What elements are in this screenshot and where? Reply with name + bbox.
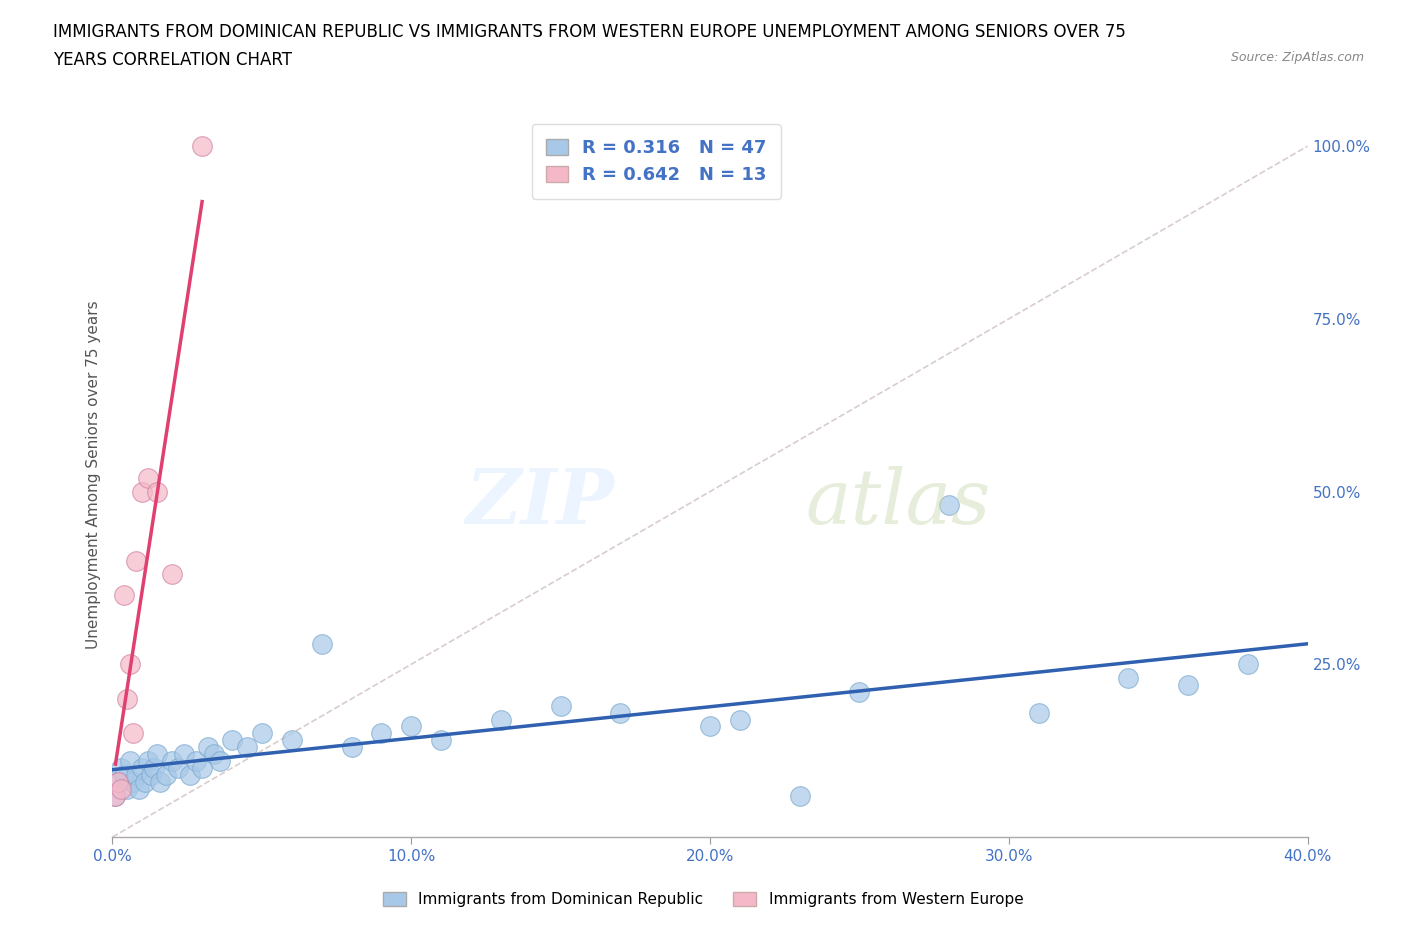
- Point: [120, 657, 142, 671]
- Point: [179, 767, 201, 782]
- Point: [114, 588, 135, 603]
- Point: [197, 739, 219, 754]
- Text: IMMIGRANTS FROM DOMINICAN REPUBLIC VS IMMIGRANTS FROM WESTERN EUROPE UNEMPLOYMEN: IMMIGRANTS FROM DOMINICAN REPUBLIC VS IM…: [53, 23, 1126, 41]
- Point: [191, 761, 214, 776]
- Point: [191, 139, 214, 153]
- Point: [162, 753, 183, 768]
- Point: [146, 485, 169, 499]
- Point: [1237, 657, 1260, 671]
- Point: [114, 767, 135, 782]
- Point: [125, 553, 148, 568]
- Point: [117, 691, 139, 706]
- Point: [107, 775, 129, 790]
- Point: [104, 788, 127, 803]
- Point: [609, 705, 631, 720]
- Point: [141, 767, 163, 782]
- Point: [122, 726, 145, 741]
- Point: [155, 767, 177, 782]
- Point: [489, 712, 512, 727]
- Point: [221, 733, 243, 748]
- Point: [848, 684, 870, 699]
- Point: [1028, 705, 1050, 720]
- Point: [401, 719, 423, 734]
- Point: [789, 788, 811, 803]
- Point: [149, 775, 172, 790]
- Point: [117, 781, 139, 796]
- Point: [370, 726, 392, 741]
- Point: [202, 747, 225, 762]
- Point: [110, 781, 132, 796]
- Point: [128, 781, 150, 796]
- Point: [699, 719, 721, 734]
- Y-axis label: Unemployment Among Seniors over 75 years: Unemployment Among Seniors over 75 years: [86, 300, 101, 648]
- Point: [143, 761, 166, 776]
- Point: [134, 775, 156, 790]
- Point: [146, 747, 169, 762]
- Point: [311, 636, 333, 651]
- Point: [281, 733, 304, 748]
- Point: [1177, 678, 1199, 693]
- Point: [550, 698, 572, 713]
- Point: [162, 567, 183, 582]
- Point: [209, 753, 232, 768]
- Legend: R = 0.316   N = 47, R = 0.642   N = 13: R = 0.316 N = 47, R = 0.642 N = 13: [531, 125, 780, 199]
- Point: [138, 753, 160, 768]
- Point: [122, 775, 145, 790]
- Point: [938, 498, 960, 512]
- Point: [173, 747, 195, 762]
- Text: Source: ZipAtlas.com: Source: ZipAtlas.com: [1230, 51, 1364, 64]
- Point: [131, 485, 153, 499]
- Point: [125, 767, 148, 782]
- Point: [236, 739, 259, 754]
- Point: [250, 726, 273, 741]
- Point: [104, 788, 127, 803]
- Text: YEARS CORRELATION CHART: YEARS CORRELATION CHART: [53, 51, 292, 69]
- Point: [186, 753, 208, 768]
- Point: [1118, 671, 1140, 685]
- Point: [430, 733, 453, 748]
- Point: [110, 761, 132, 776]
- Point: [107, 775, 129, 790]
- Text: ZIP: ZIP: [465, 466, 614, 540]
- Point: [167, 761, 190, 776]
- Text: atlas: atlas: [806, 466, 991, 540]
- Point: [728, 712, 751, 727]
- Point: [120, 753, 142, 768]
- Point: [138, 471, 160, 485]
- Legend: Immigrants from Dominican Republic, Immigrants from Western Europe: Immigrants from Dominican Republic, Immi…: [377, 885, 1029, 913]
- Point: [131, 761, 153, 776]
- Point: [340, 739, 363, 754]
